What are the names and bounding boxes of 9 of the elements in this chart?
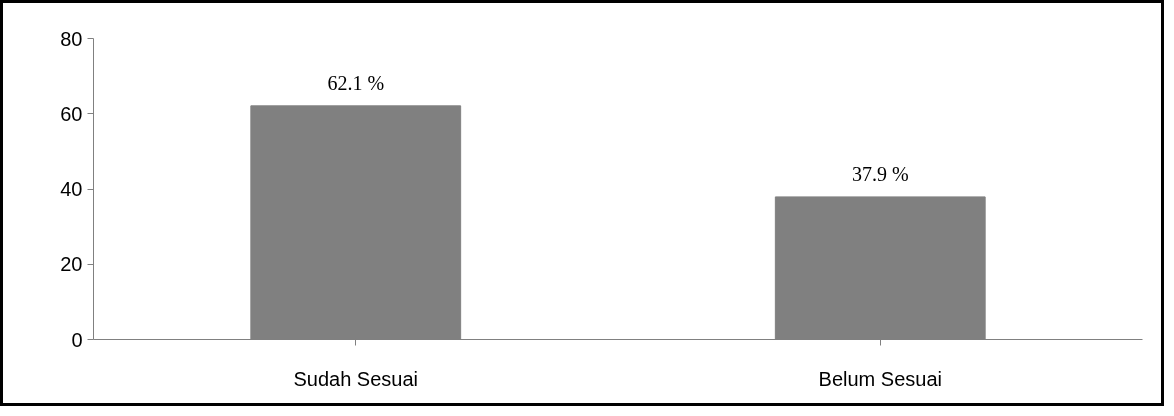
data-label: 62.1 % bbox=[327, 71, 385, 94]
x-tick-label: Belum Sesuai bbox=[818, 367, 942, 390]
y-tick-label: 0 bbox=[71, 328, 83, 351]
y-tick-label: 80 bbox=[60, 27, 83, 50]
y-tick-label: 20 bbox=[60, 253, 83, 276]
y-tick-label: 60 bbox=[60, 102, 83, 125]
y-tick-label: 40 bbox=[60, 178, 83, 200]
x-tick-label: Sudah Sesuai bbox=[293, 367, 419, 390]
data-label: 37.9 % bbox=[851, 162, 909, 185]
